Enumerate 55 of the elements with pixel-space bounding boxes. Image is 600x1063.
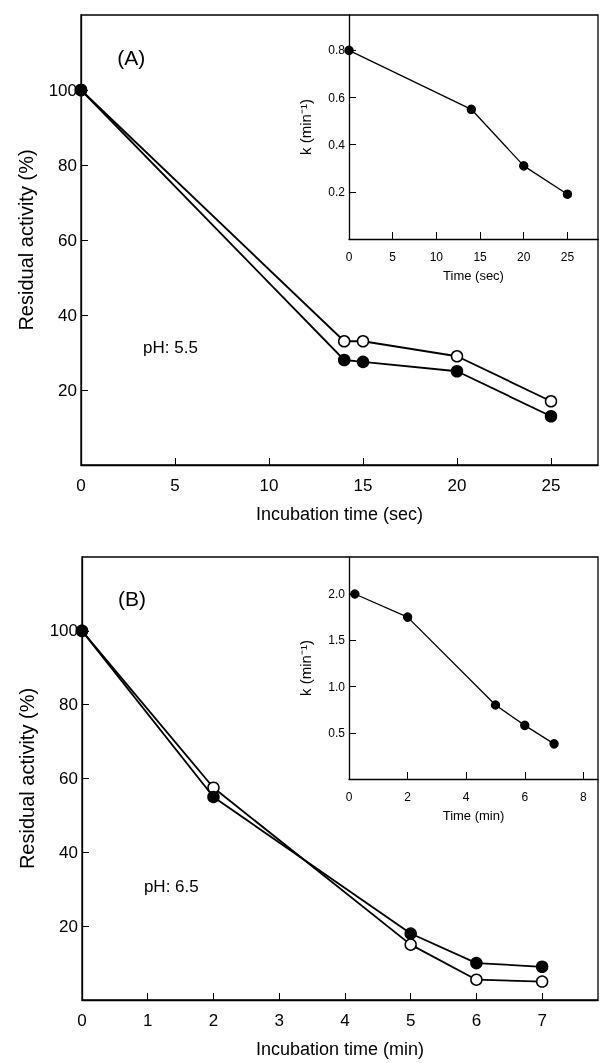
x-tick-label: 2 xyxy=(208,1011,219,1030)
y-tick-label: 20 xyxy=(59,916,78,936)
x-tick-label: 5 xyxy=(389,250,397,264)
x-tick-label: 6 xyxy=(471,1011,482,1030)
x-tick-label: 0 xyxy=(345,790,353,804)
x-tick-label: 10 xyxy=(429,250,444,264)
y-tick-label: 40 xyxy=(58,305,77,325)
y-axis-title: Residual activity (%) xyxy=(16,687,38,870)
x-tick-label: 5 xyxy=(170,476,180,495)
x-tick-label: 0 xyxy=(77,1011,87,1030)
y-tick-label: 0.5 xyxy=(328,725,346,740)
x-tick-label: 20 xyxy=(517,250,531,264)
x-tick-label: 15 xyxy=(473,250,488,264)
x-tick-label: 4 xyxy=(340,1011,350,1030)
x-tick-label: 2 xyxy=(404,790,412,804)
annotation: pH: 6.5 xyxy=(143,877,199,897)
y-tick-label: 60 xyxy=(59,769,78,788)
x-tick-label: 10 xyxy=(259,476,279,495)
y-axis-title: k (min⁻¹) xyxy=(297,640,314,696)
x-tick-label: 0 xyxy=(345,250,353,264)
x-tick-label: 8 xyxy=(580,790,588,804)
x-axis-title: Incubation time (sec) xyxy=(255,504,424,524)
x-axis-title: Incubation time (min) xyxy=(255,1039,425,1059)
y-tick-label: 100 xyxy=(49,621,78,641)
y-tick-label: 2.0 xyxy=(328,587,346,601)
x-tick-label: 0 xyxy=(76,476,86,495)
x-tick-label: 5 xyxy=(405,1011,416,1030)
y-tick-label: 0.8 xyxy=(328,43,346,58)
y-tick-label: 0.4 xyxy=(328,137,346,152)
x-axis-title: Time (sec) xyxy=(443,268,504,283)
y-axis-title: k (min⁻¹) xyxy=(297,99,314,155)
y-tick-label: 20 xyxy=(58,380,77,400)
y-tick-label: 40 xyxy=(59,842,78,862)
x-tick-label: 20 xyxy=(447,476,467,495)
x-axis-title: Time (min) xyxy=(442,808,505,823)
annotation: (B) xyxy=(118,587,147,611)
y-tick-label: 0.2 xyxy=(328,184,346,199)
x-tick-label: 25 xyxy=(560,250,575,264)
x-tick-label: 3 xyxy=(274,1011,284,1030)
x-tick-label: 4 xyxy=(462,790,470,804)
annotation: pH: 5.5 xyxy=(143,338,198,357)
x-tick-label: 25 xyxy=(541,476,561,495)
y-tick-label: 0.6 xyxy=(328,90,346,105)
x-tick-label: 7 xyxy=(537,1011,547,1030)
y-axis-title: Residual activity (%) xyxy=(15,149,37,331)
x-tick-label: 15 xyxy=(353,476,373,495)
y-tick-label: 1.0 xyxy=(328,679,346,694)
y-tick-label: 100 xyxy=(48,80,77,100)
annotation: (A) xyxy=(117,45,146,69)
y-tick-label: 80 xyxy=(58,155,77,175)
y-tick-label: 80 xyxy=(59,695,78,715)
x-tick-label: 6 xyxy=(521,790,529,804)
y-tick-label: 60 xyxy=(58,230,77,250)
y-tick-label: 1.5 xyxy=(328,633,346,648)
x-tick-label: 1 xyxy=(143,1011,153,1030)
